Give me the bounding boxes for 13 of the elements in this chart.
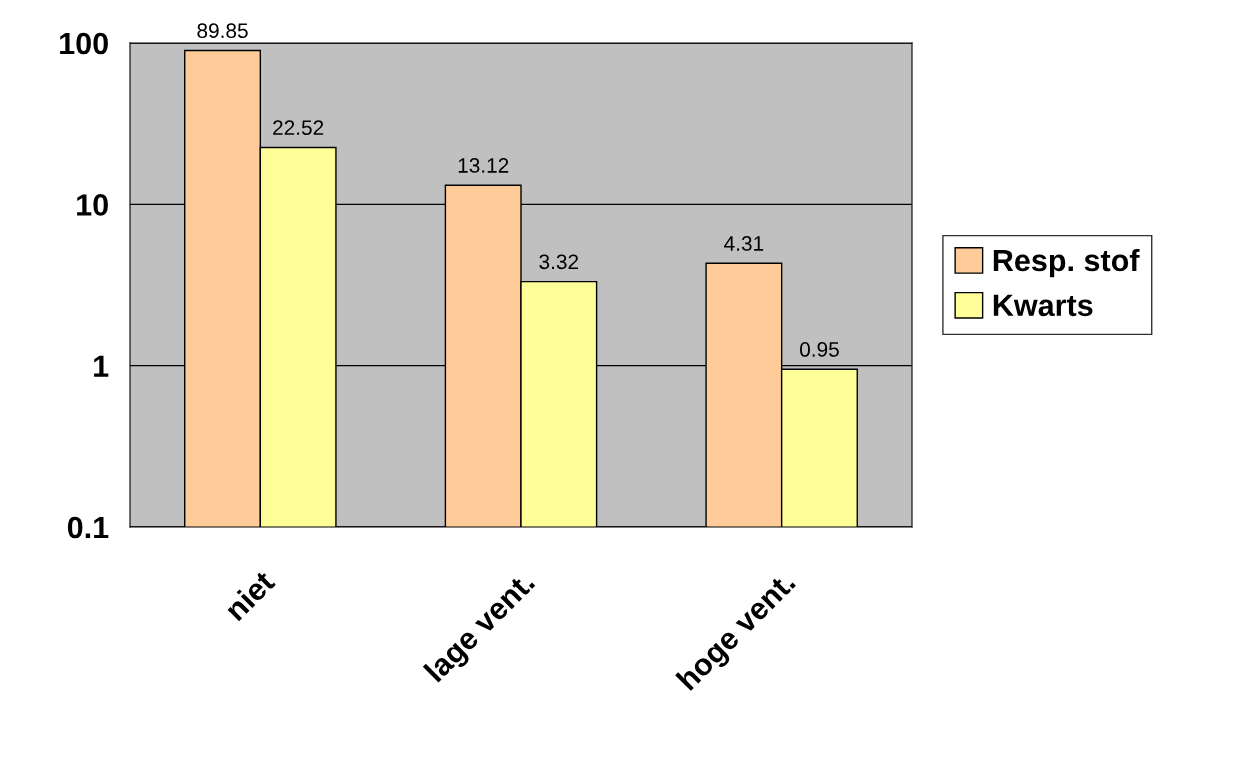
data-label: 13.12 bbox=[458, 158, 509, 173]
x-tick-label: niet bbox=[223, 568, 276, 622]
y-tick-label: 100 bbox=[60, 32, 108, 55]
data-label: 3.32 bbox=[539, 254, 579, 270]
legend-label: Resp. stof bbox=[993, 248, 1140, 278]
legend-label: Kwarts bbox=[993, 294, 1093, 317]
y-tick-label: 1 bbox=[94, 355, 109, 377]
y-tick-label: 0.1 bbox=[67, 516, 109, 539]
data-label: 89.85 bbox=[197, 23, 248, 39]
data-label: 0.95 bbox=[800, 342, 839, 357]
y-tick-label: 10 bbox=[77, 194, 108, 216]
data-label: 22.52 bbox=[273, 120, 324, 135]
data-label: 4.31 bbox=[724, 236, 764, 251]
